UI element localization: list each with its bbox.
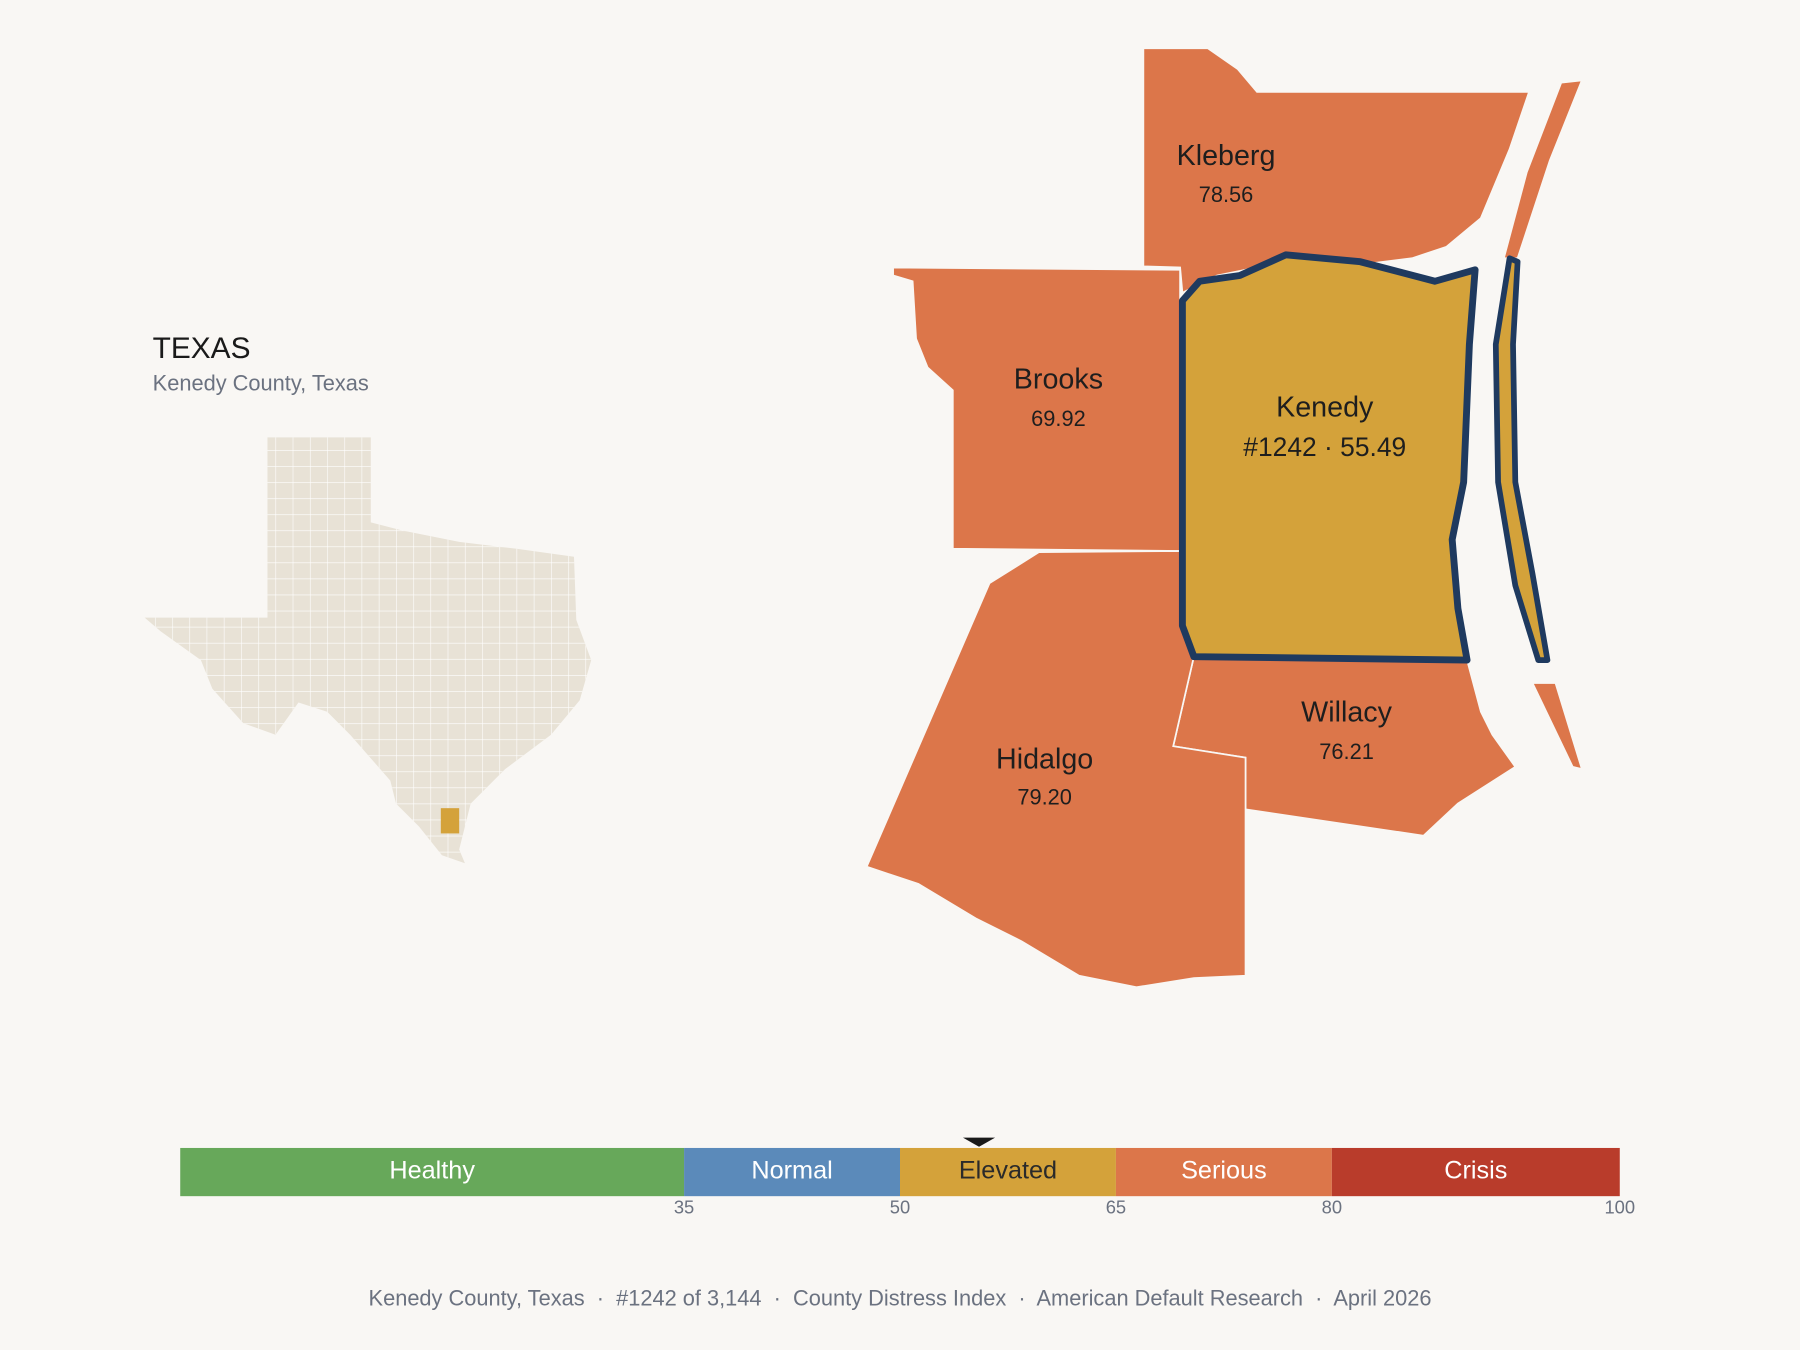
county-shape	[1502, 79, 1584, 260]
scale-tick-label: 100	[1604, 1197, 1635, 1218]
county-score: 78.56	[1199, 182, 1254, 207]
scale-tick-label: 35	[674, 1197, 694, 1218]
band-label: Normal	[751, 1157, 832, 1185]
county-shape	[1142, 47, 1531, 295]
scale-band	[684, 1147, 900, 1197]
scale-tick-label: 65	[1106, 1197, 1126, 1218]
scale-band	[180, 1147, 685, 1197]
state-label: TEXAS	[153, 332, 251, 365]
footer: Kenedy County, Texas · #1242 of 3,144 · …	[369, 1285, 1432, 1310]
scale-band	[900, 1147, 1116, 1197]
county-score: 79.20	[1017, 785, 1072, 810]
county-map: Kleberg 78.56 Brooks 69.92 Kenedy #1242 …	[865, 47, 1584, 989]
texas-counties	[144, 437, 592, 864]
selected-county	[1492, 255, 1551, 663]
scale-band	[1331, 1147, 1620, 1197]
band-label: Healthy	[389, 1157, 475, 1185]
county-name: Hidalgo	[996, 744, 1093, 776]
county-score: #1242 · 55.49	[1243, 432, 1406, 462]
locator-map	[144, 437, 592, 864]
county-name: Kleberg	[1177, 140, 1276, 172]
scale-marker	[962, 1137, 996, 1147]
distress-scale: Healthy Normal Elevated Serious Crisis 35 50 65…	[180, 1137, 1635, 1218]
subtitle: Kenedy County, Texas	[153, 370, 369, 395]
locator-highlight	[440, 808, 460, 834]
county-name: Willacy	[1301, 697, 1392, 729]
county-score: 76.21	[1319, 739, 1374, 764]
selected-county	[1178, 251, 1479, 664]
county-shape	[1531, 682, 1584, 771]
scale-band	[1115, 1147, 1332, 1197]
scale-tick-label: 50	[890, 1197, 910, 1218]
band-label: Serious	[1181, 1157, 1267, 1185]
band-label: Elevated	[959, 1157, 1057, 1185]
county-score: 69.92	[1031, 406, 1086, 431]
county-name: Kenedy	[1276, 391, 1374, 423]
county-name: Brooks	[1014, 364, 1103, 396]
band-label: Crisis	[1444, 1157, 1507, 1185]
scale-tick-label: 80	[1322, 1197, 1342, 1218]
